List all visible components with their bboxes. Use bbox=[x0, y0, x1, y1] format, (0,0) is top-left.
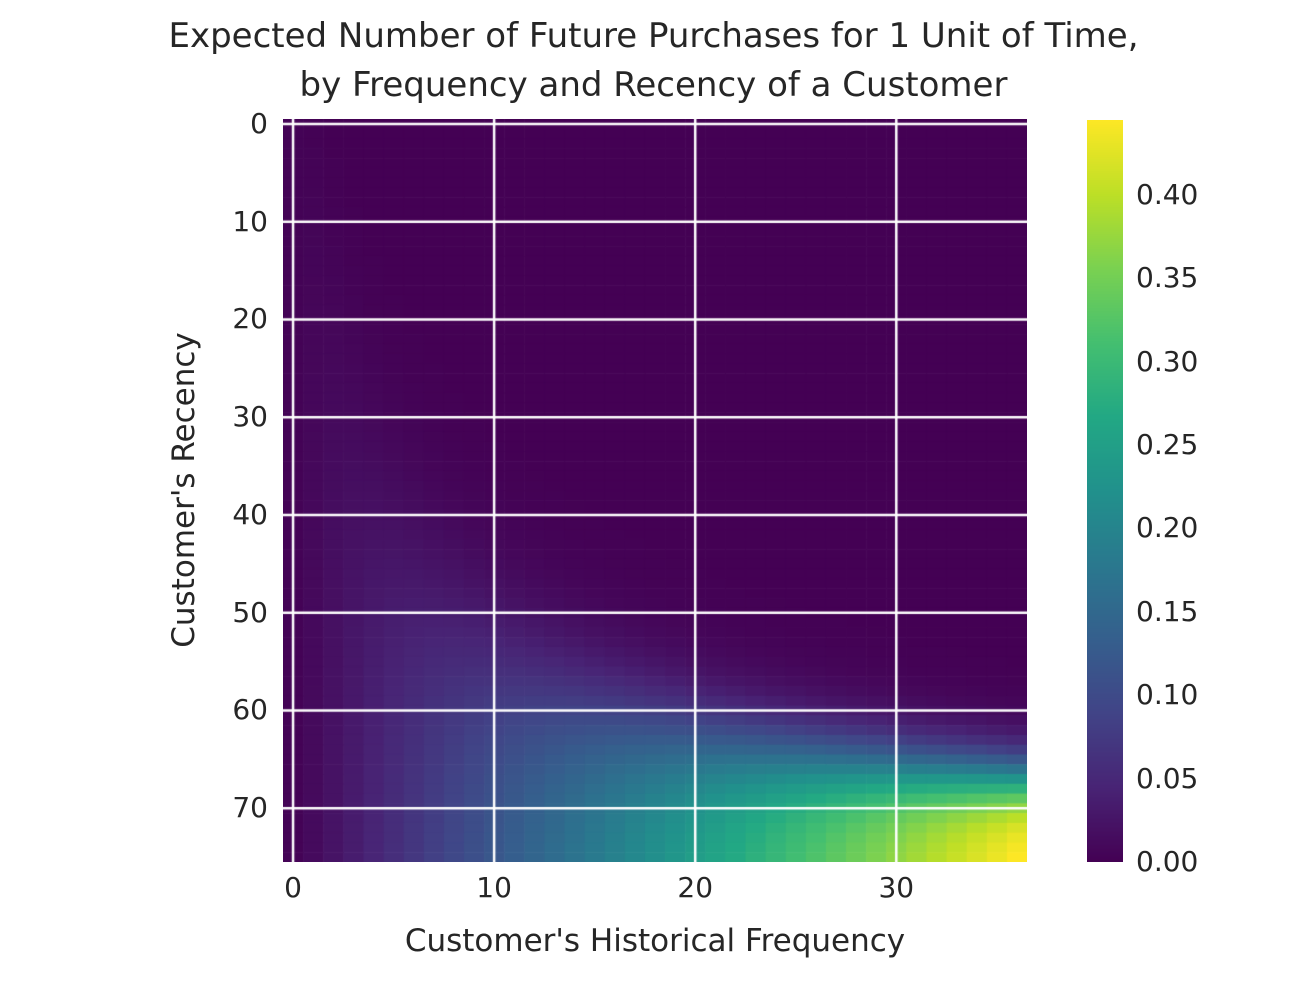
x-tick-20: 20 bbox=[677, 871, 714, 904]
colorbar-tick-0.35: 0.35 bbox=[1136, 261, 1199, 295]
colorbar-tick-0.30: 0.30 bbox=[1136, 344, 1199, 378]
y-tick-20: 20 bbox=[232, 302, 268, 336]
x-tick-10: 10 bbox=[476, 871, 512, 904]
x-axis-label: Customer's Historical Frequency bbox=[404, 923, 906, 959]
y-tick-70: 70 bbox=[232, 791, 268, 825]
y-tick-0: 0 bbox=[250, 106, 268, 140]
colorbar-gradient bbox=[1087, 120, 1123, 862]
y-tick-50: 50 bbox=[232, 595, 268, 629]
y-tick-10: 10 bbox=[232, 204, 268, 238]
colorbar-tick-0.15: 0.15 bbox=[1136, 594, 1199, 628]
colorbar-tick-0.10: 0.10 bbox=[1136, 678, 1199, 712]
colorbar-tick-0.20: 0.20 bbox=[1136, 511, 1199, 545]
chart-title: Expected Number of Future Purchases for … bbox=[0, 12, 1307, 110]
colorbar-tick-0.40: 0.40 bbox=[1136, 177, 1199, 211]
y-axis-label: Customer's Recency bbox=[166, 332, 202, 648]
x-tick-0: 0 bbox=[284, 871, 302, 904]
colorbar-tick-0.05: 0.05 bbox=[1136, 761, 1199, 795]
heatmap-canvas bbox=[283, 119, 1027, 862]
colorbar-tick-0.00: 0.00 bbox=[1136, 845, 1199, 878]
chart-title-line-2: by Frequency and Recency of a Customer bbox=[299, 65, 1008, 105]
x-tick-30: 30 bbox=[878, 871, 915, 904]
y-tick-40: 40 bbox=[232, 497, 268, 531]
y-tick-60: 60 bbox=[232, 693, 268, 727]
y-tick-30: 30 bbox=[232, 400, 268, 434]
chart-title-line-1: Expected Number of Future Purchases for … bbox=[168, 16, 1139, 56]
colorbar-tick-0.25: 0.25 bbox=[1136, 427, 1199, 461]
